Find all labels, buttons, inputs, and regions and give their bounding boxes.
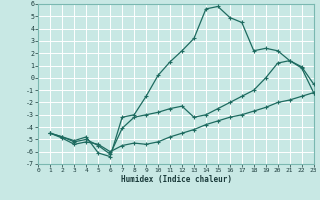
X-axis label: Humidex (Indice chaleur): Humidex (Indice chaleur) <box>121 175 231 184</box>
